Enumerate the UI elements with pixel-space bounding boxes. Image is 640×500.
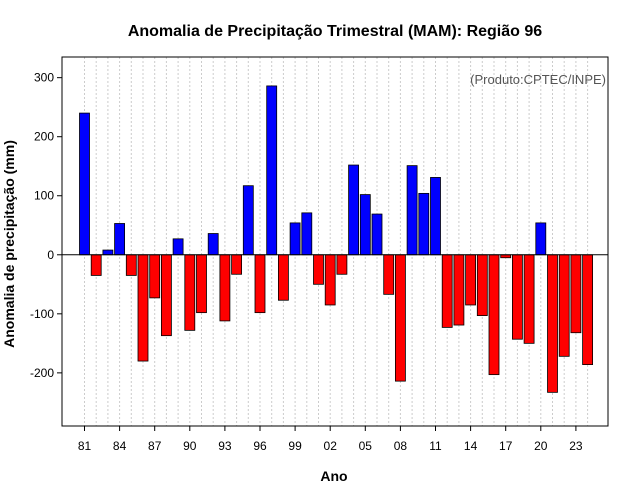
x-tick-label: 20 [534,439,548,453]
y-tick-label: 0 [47,248,54,262]
x-tick-label: 93 [218,439,232,453]
x-tick-label: 02 [324,439,338,453]
bar-1986 [137,254,149,362]
bar-1983 [102,249,114,256]
x-axis-title: Ano [320,468,347,484]
bar-2008 [394,254,406,382]
bar-2022 [558,254,570,357]
y-tick-label: -100 [30,307,54,321]
y-tick-label: 300 [34,71,54,85]
bar-1998 [277,254,289,301]
bar-1994 [231,254,243,275]
bar-1999 [289,222,301,256]
x-tick-label: 81 [78,439,92,453]
bar-2018 [512,254,523,340]
x-tick-label: 17 [499,439,513,453]
bar-2013 [453,254,465,326]
bar-2020 [535,222,547,256]
x-tick-label: 90 [183,439,197,453]
bar-2012 [441,254,453,328]
bar-1984 [114,223,125,256]
bar-2007 [383,254,395,295]
bar-1982 [90,254,102,276]
bar-2003 [336,254,348,275]
y-tick-label: 200 [34,130,54,144]
bar-1987 [149,254,161,299]
bar-2014 [465,254,477,306]
bar-2006 [371,213,383,256]
bar-1995 [242,185,254,256]
chart-title: Anomalia de Precipitação Trimestral (MAM… [128,23,542,40]
y-axis: -200 -100 0 100 200 300 [30,71,62,380]
bar-2024 [582,254,593,365]
y-tick-label: 100 [34,189,54,203]
x-tick-label: 14 [464,439,478,453]
bar-1992 [207,233,219,256]
x-tick-label: 87 [148,439,162,453]
y-tick-label: -200 [30,366,54,380]
grid-lines [84,57,589,426]
plot-frame [61,56,609,427]
x-axis: 81 84 87 90 93 96 99 02 05 08 11 14 17 20 23 [78,426,583,453]
bar-2019 [523,254,535,344]
bar-2004 [348,164,360,256]
bar-2000 [301,212,313,256]
bars [79,85,593,393]
bar-1997 [266,85,278,256]
bar-1981 [79,112,90,256]
bar-2009 [406,165,418,256]
x-tick-label: 99 [288,439,302,453]
bar-2015 [476,254,488,316]
bar-2001 [313,254,324,285]
bar-2023 [570,254,582,334]
bar-1990 [184,254,196,331]
bar-1993 [219,254,231,322]
bar-2011 [430,177,441,256]
product-credit: (Produto:CPTEC/INPE) [470,72,606,87]
bar-2002 [324,254,336,306]
bar-1985 [125,254,137,276]
bar-2021 [547,254,558,393]
x-tick-label: 08 [394,439,408,453]
x-tick-label: 05 [359,439,373,453]
y-axis-title: Anomalia de precipitação (mm) [1,140,17,348]
bar-1988 [160,254,172,337]
bar-1996 [254,254,266,314]
bar-2010 [418,192,430,256]
x-tick-label: 96 [253,439,267,453]
bar-1991 [196,254,207,314]
x-tick-label: 84 [113,439,127,453]
bar-2005 [359,194,371,256]
bar-2016 [488,254,500,376]
x-tick-label: 23 [569,439,583,453]
x-tick-label: 11 [429,439,442,453]
bar-1989 [172,238,184,256]
